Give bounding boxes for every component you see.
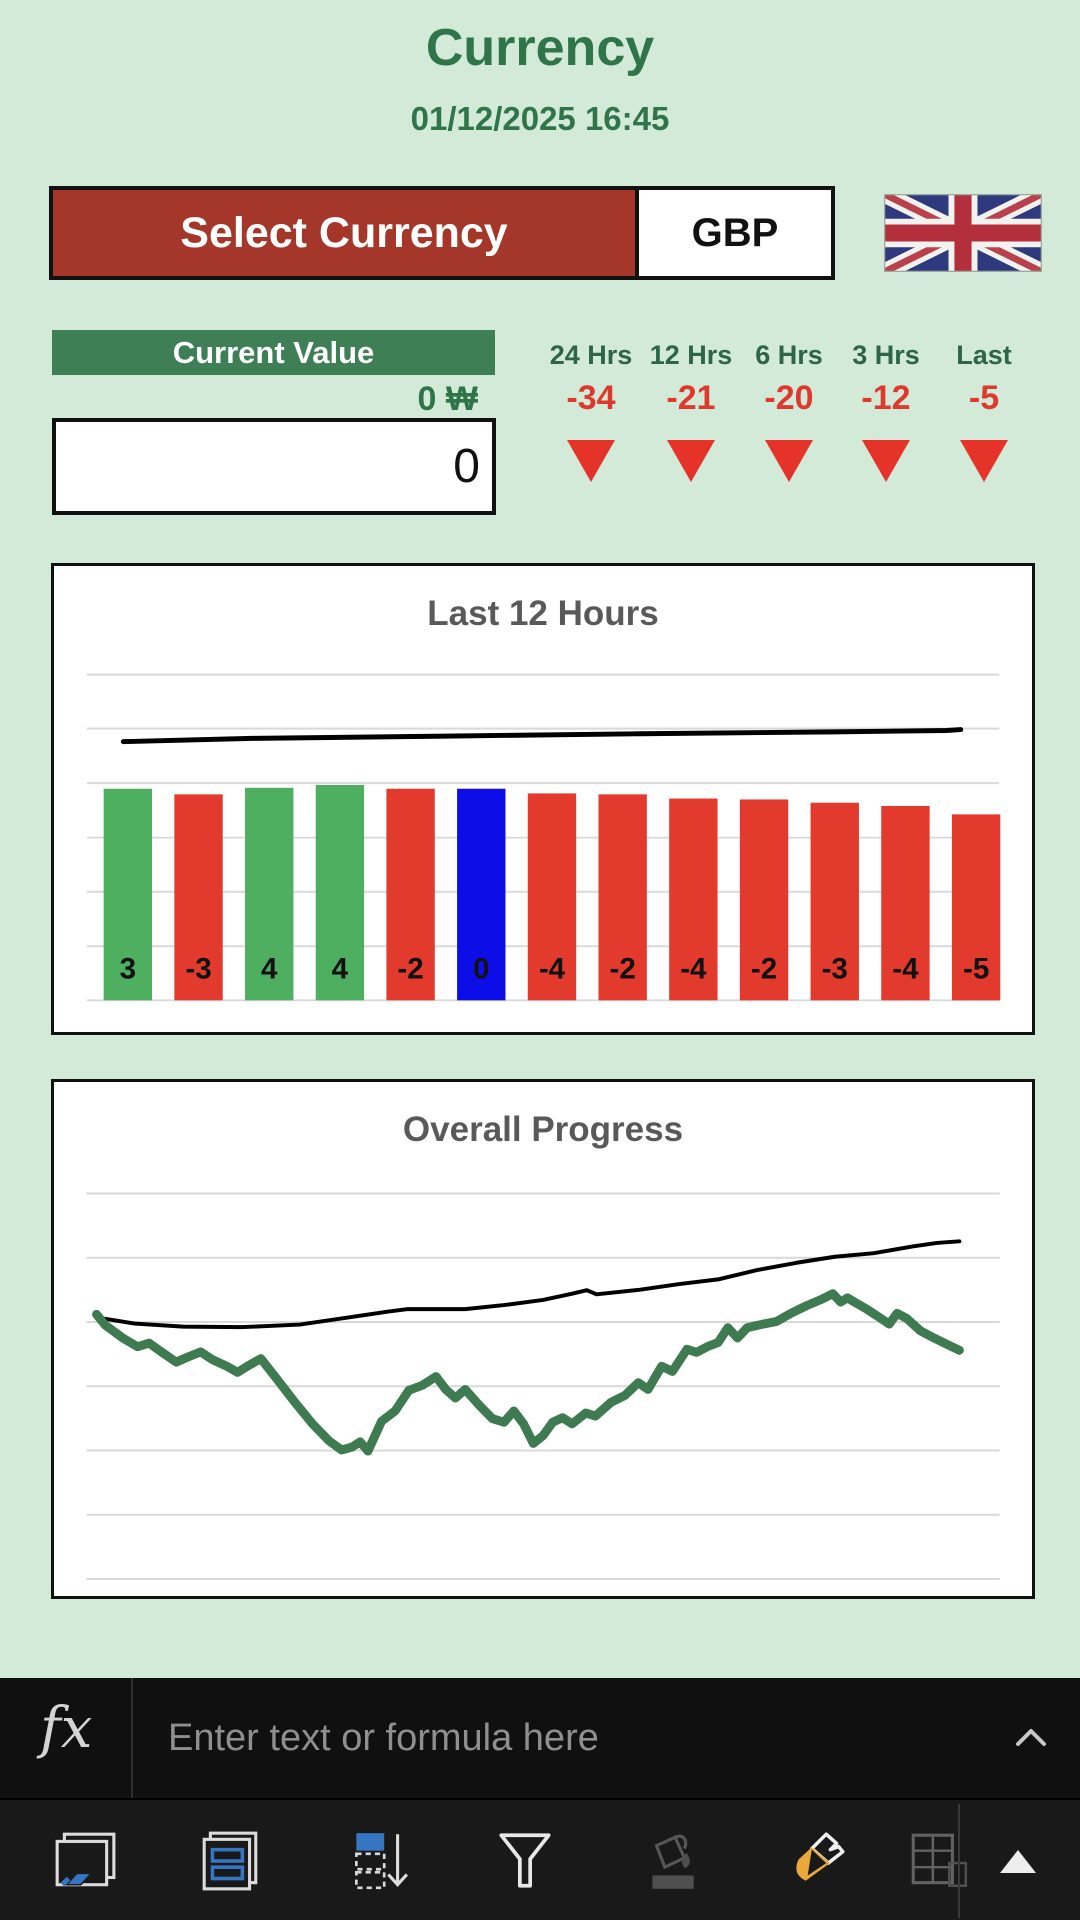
- triangle-down-icon: [862, 440, 910, 482]
- fill-color-icon[interactable]: [639, 1827, 705, 1895]
- current-value-header: Current Value: [52, 330, 495, 375]
- svg-text:4: 4: [332, 953, 349, 986]
- triangle-down-icon: [567, 440, 615, 482]
- current-value-display: 0 ₩: [417, 380, 478, 418]
- chart-title: Overall Progress: [402, 1110, 684, 1149]
- borders-icon[interactable]: [906, 1827, 972, 1895]
- indicator-value: -20: [764, 379, 814, 417]
- overall-progress-chart[interactable]: Overall Progress: [51, 1079, 1035, 1599]
- bar-chart-svg: 3 -3 4 4 -2 0 -4 -2 -4 -2 -3 -4 -5: [86, 673, 1001, 1002]
- indicator-value: -21: [666, 379, 716, 417]
- triangle-up-icon[interactable]: [1000, 1850, 1036, 1873]
- svg-text:-4: -4: [680, 953, 707, 986]
- format-painter-icon[interactable]: [785, 1827, 851, 1895]
- indicator-6hrs: 6 Hrs -20: [729, 340, 849, 510]
- sheets-icon[interactable]: [52, 1827, 118, 1895]
- uk-flag-icon: [884, 194, 1042, 272]
- indicator-label: 3 Hrs: [852, 340, 920, 370]
- svg-text:4: 4: [261, 953, 278, 986]
- current-value-input-cell[interactable]: 0: [52, 418, 496, 515]
- indicator-3hrs: 3 Hrs -12: [826, 340, 946, 510]
- formula-bar: fx Enter text or formula here: [0, 1678, 1080, 1798]
- svg-text:-2: -2: [751, 953, 777, 986]
- indicator-12hrs: 12 Hrs -21: [631, 340, 751, 510]
- triangle-down-icon: [960, 440, 1008, 482]
- indicator-label: Last: [956, 340, 1012, 370]
- indicator-last: Last -5: [924, 340, 1044, 510]
- indicator-value: -5: [968, 379, 1000, 417]
- toolbar-divider: [958, 1804, 960, 1918]
- svg-text:-4: -4: [539, 953, 566, 986]
- svg-text:-3: -3: [185, 953, 211, 986]
- svg-text:3: 3: [120, 953, 136, 986]
- selected-currency-cell[interactable]: GBP: [635, 186, 835, 280]
- last-12-hours-chart[interactable]: 3 -3 4 4 -2 0 -4 -2 -4 -2 -3 -4 -5 Last 12 Hours: [51, 563, 1035, 1035]
- indicator-label: 12 Hrs: [649, 340, 733, 370]
- svg-text:-3: -3: [822, 953, 848, 986]
- fx-icon: fx: [40, 1696, 93, 1761]
- svg-text:0: 0: [473, 953, 489, 986]
- svg-text:-2: -2: [610, 953, 636, 986]
- fill-down-icon[interactable]: [345, 1827, 411, 1895]
- svg-text:-4: -4: [892, 953, 919, 986]
- format-card-icon[interactable]: [198, 1827, 264, 1895]
- bottom-toolbar: [0, 1798, 1080, 1920]
- formula-input[interactable]: Enter text or formula here: [168, 1716, 599, 1759]
- indicator-label: 6 Hrs: [755, 340, 823, 370]
- formula-bar-divider: [131, 1678, 133, 1798]
- chevron-up-icon[interactable]: [1012, 1724, 1050, 1752]
- indicator-24hrs: 24 Hrs -34: [531, 340, 651, 510]
- select-currency-button[interactable]: Select Currency: [49, 186, 639, 280]
- line-chart-svg: [86, 1192, 1000, 1581]
- chart-title: Last 12 Hours: [427, 594, 659, 633]
- triangle-down-icon: [765, 440, 813, 482]
- triangle-down-icon: [667, 440, 715, 482]
- page-title: Currency: [425, 19, 655, 77]
- svg-text:-5: -5: [963, 953, 989, 986]
- indicator-label: 24 Hrs: [549, 340, 633, 370]
- datetime-label: 01/12/2025 16:45: [410, 100, 670, 137]
- indicator-value: -34: [566, 379, 616, 417]
- indicator-value: -12: [861, 379, 911, 417]
- filter-icon[interactable]: [492, 1827, 558, 1895]
- svg-text:-2: -2: [397, 953, 423, 986]
